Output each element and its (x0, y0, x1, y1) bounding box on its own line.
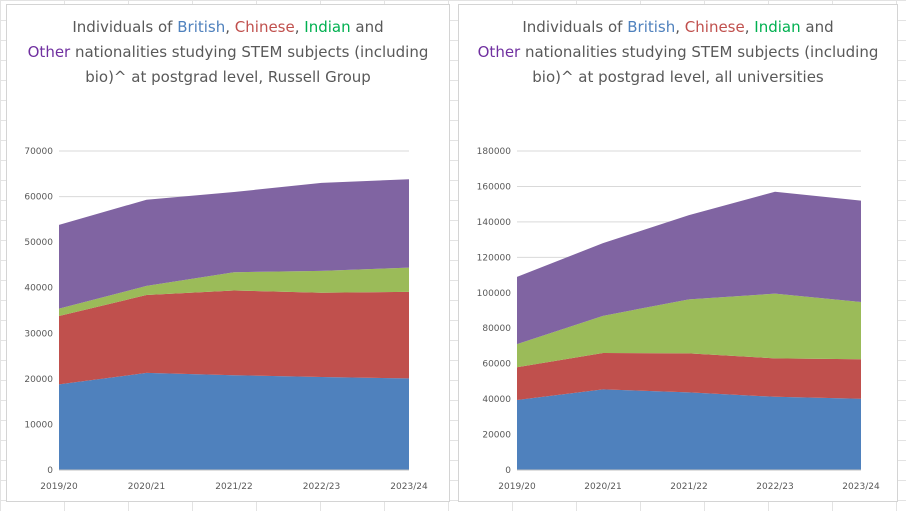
chart-panel-russell-group[interactable]: Individuals of British, Chinese, Indian … (6, 4, 450, 502)
y-tick-label: 100000 (477, 289, 512, 299)
title-indian: Indian (304, 18, 351, 36)
area-series-chinese (517, 353, 861, 400)
chart-title: Individuals of British, Chinese, Indian … (19, 15, 437, 90)
x-tick-label: 2020/21 (128, 482, 165, 492)
title-chinese: Chinese (234, 18, 295, 36)
y-tick-label: 160000 (477, 182, 512, 192)
title-chinese: Chinese (684, 18, 745, 36)
area-chart-russell-group: 0 10000 20000 30000 40000 50000 60000 70000 2019… (24, 147, 428, 492)
y-tick-label: 0 (505, 466, 511, 476)
y-tick-label: 20000 (24, 375, 53, 385)
title-suffix: nationalities studying STEM subjects (in… (520, 43, 879, 86)
x-tick-label: 2022/23 (756, 482, 793, 492)
title-prefix: Individuals of (72, 18, 178, 36)
y-tick-label: 40000 (24, 284, 53, 294)
chart-panel-all-universities[interactable]: Individuals of British, Chinese, Indian … (458, 4, 898, 502)
y-tick-label: 80000 (482, 324, 511, 334)
y-tick-label: 70000 (24, 147, 53, 157)
area-series-chinese (59, 290, 409, 385)
title-sep: , (744, 18, 755, 36)
x-tick-label: 2021/22 (670, 482, 707, 492)
y-tick-label: 0 (47, 466, 53, 476)
x-tick-label: 2019/20 (498, 482, 536, 492)
x-tick-label: 2019/20 (40, 482, 78, 492)
chart-title: Individuals of British, Chinese, Indian … (471, 15, 885, 90)
x-tick-label: 2020/21 (584, 482, 621, 492)
y-tick-label: 140000 (477, 218, 512, 228)
x-tick-label: 2023/24 (390, 482, 428, 492)
area-series-british (517, 389, 861, 470)
area-series-other (59, 179, 409, 309)
title-sep: , (294, 18, 305, 36)
y-tick-label: 60000 (482, 360, 511, 370)
y-tick-label: 40000 (482, 395, 511, 405)
x-tick-label: 2022/23 (303, 482, 340, 492)
title-and: and (350, 18, 384, 36)
title-and: and (800, 18, 834, 36)
title-british: British (177, 18, 226, 36)
y-tick-label: 120000 (477, 253, 512, 263)
title-suffix: nationalities studying STEM subjects (in… (70, 43, 429, 86)
title-british: British (627, 18, 676, 36)
y-tick-label: 20000 (482, 431, 511, 441)
y-tick-label: 10000 (24, 420, 53, 430)
area-series-british (59, 372, 409, 470)
title-other: Other (27, 43, 71, 61)
y-tick-label: 50000 (24, 238, 53, 248)
y-tick-label: 180000 (477, 147, 512, 157)
area-series-indian (517, 293, 861, 368)
y-tick-label: 60000 (24, 193, 53, 203)
title-indian: Indian (754, 18, 801, 36)
area-series-indian (59, 267, 409, 316)
title-other: Other (477, 43, 521, 61)
x-tick-label: 2023/24 (842, 482, 880, 492)
title-prefix: Individuals of (522, 18, 628, 36)
area-series-other (517, 191, 861, 345)
x-tick-label: 2021/22 (215, 482, 252, 492)
title-sep: , (225, 18, 235, 36)
title-sep: , (675, 18, 685, 36)
area-chart-all-universities: 0 20000 40000 60000 80000 100000 120000 140000 1… (477, 147, 880, 492)
y-tick-label: 30000 (24, 329, 53, 339)
